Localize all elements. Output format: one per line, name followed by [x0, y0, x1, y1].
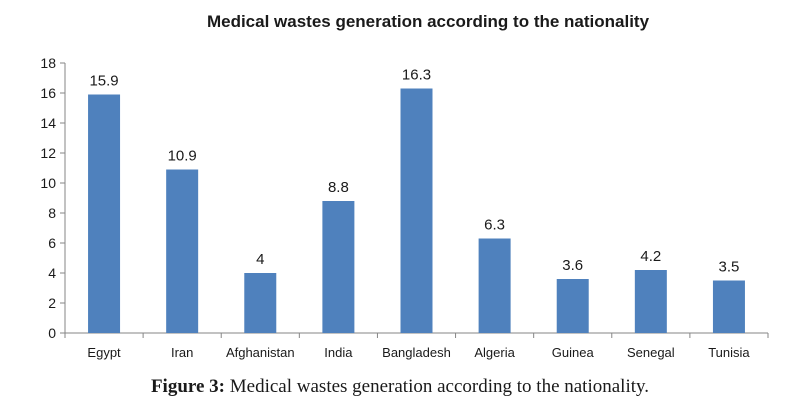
y-tick-label: 18 — [40, 55, 56, 71]
data-label: 3.6 — [562, 257, 583, 274]
y-tick-label: 16 — [40, 85, 56, 101]
data-labels: 15.9 10.9 4 8.8 16.3 6.3 3.6 4.2 3.5 — [89, 67, 739, 276]
data-label: 10.9 — [168, 148, 197, 165]
bar — [322, 201, 355, 333]
y-tick-label: 2 — [48, 295, 56, 311]
figure-caption-label: Figure 3: — [150, 376, 226, 397]
data-label: 4.2 — [640, 248, 661, 265]
x-tick-label: Afghanistan — [226, 345, 295, 360]
bar — [478, 238, 511, 333]
x-tick-label: Guinea — [552, 345, 595, 360]
y-tick-label: 4 — [48, 265, 56, 281]
bars — [88, 88, 745, 333]
x-tick-label: India — [324, 345, 353, 360]
chart-title: Medical wastes generation according to t… — [207, 12, 650, 31]
data-label: 4 — [256, 251, 264, 268]
y-tick-label: 6 — [48, 235, 56, 251]
bar — [88, 94, 121, 333]
data-label: 15.9 — [89, 73, 118, 90]
bar — [400, 88, 433, 333]
y-tick-label: 14 — [40, 115, 56, 131]
data-label: 3.5 — [719, 259, 740, 276]
data-label: 16.3 — [402, 67, 431, 84]
x-tick-label: Senegal — [627, 345, 675, 360]
bar — [712, 280, 745, 333]
figure-caption: Figure 3: Medical wastes generation acco… — [0, 376, 800, 398]
bar — [556, 279, 589, 333]
figure-caption-text: Medical wastes generation according to t… — [225, 376, 650, 397]
bar — [244, 273, 277, 333]
x-tick-label: Egypt — [87, 345, 121, 360]
bar — [166, 169, 199, 333]
data-label: 6.3 — [484, 217, 505, 234]
y-tick-label: 0 — [48, 325, 56, 341]
y-tick-label: 12 — [40, 145, 56, 161]
x-tick-label: Iran — [171, 345, 193, 360]
bar-chart: Medical wastes generation according to t… — [40, 12, 769, 360]
data-label: 8.8 — [328, 179, 349, 196]
y-tick-label: 8 — [48, 205, 56, 221]
x-tick-label: Bangladesh — [382, 345, 451, 360]
y-tick-label: 10 — [40, 175, 56, 191]
bar — [634, 270, 667, 333]
x-tick-label: Algeria — [474, 345, 515, 360]
y-axis-ticks: 0 2 4 6 8 10 12 14 16 18 — [40, 55, 65, 341]
x-axis-labels: Egypt Iran Afghanistan India Bangladesh Alger… — [87, 345, 750, 360]
x-tick-label: Tunisia — [708, 345, 750, 360]
